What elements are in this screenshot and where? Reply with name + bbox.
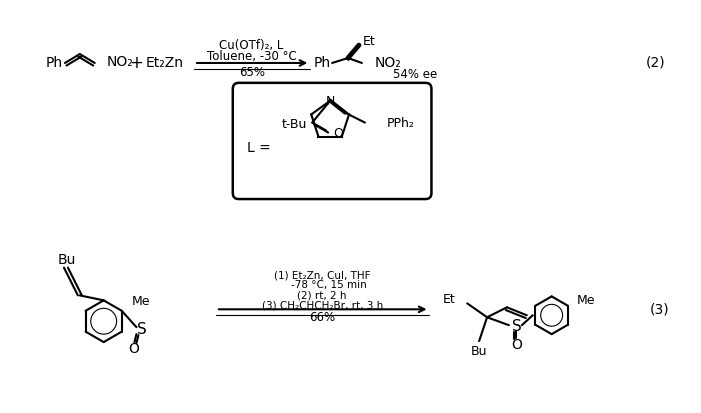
Text: Et: Et: [363, 35, 376, 47]
Text: Me: Me: [576, 294, 595, 307]
Text: (1) Et₂Zn, CuI, THF: (1) Et₂Zn, CuI, THF: [274, 271, 370, 280]
Text: Et: Et: [442, 293, 455, 306]
Text: 66%: 66%: [309, 311, 335, 324]
Text: Toluene, -30 °C: Toluene, -30 °C: [207, 50, 297, 62]
Text: -78 °C, 15 min: -78 °C, 15 min: [278, 280, 367, 290]
Text: S: S: [137, 322, 147, 337]
Text: N: N: [325, 95, 335, 108]
Text: PPh₂: PPh₂: [387, 117, 414, 130]
Text: 54% ee: 54% ee: [393, 69, 437, 81]
Text: 65%: 65%: [238, 66, 265, 79]
Text: (2): (2): [646, 56, 666, 70]
Text: Ph: Ph: [46, 56, 62, 70]
Text: Bu: Bu: [57, 253, 76, 267]
Text: L =: L =: [247, 141, 271, 155]
Text: O: O: [512, 338, 522, 352]
Text: Bu: Bu: [471, 344, 487, 358]
Text: Me: Me: [132, 295, 150, 308]
Text: S: S: [512, 319, 522, 334]
Text: (3): (3): [650, 302, 669, 316]
Text: O: O: [128, 342, 139, 356]
Text: Et₂Zn: Et₂Zn: [145, 56, 183, 70]
Text: +: +: [130, 54, 144, 72]
Text: t-Bu: t-Bu: [282, 118, 307, 131]
Text: Ph: Ph: [313, 56, 331, 70]
Text: (3) CH₂CHCH₂Br, rt, 3 h: (3) CH₂CHCH₂Br, rt, 3 h: [261, 300, 383, 310]
Text: (2) rt, 2 h: (2) rt, 2 h: [297, 290, 347, 300]
Text: O: O: [333, 127, 343, 140]
Text: Cu(OTf)₂, L: Cu(OTf)₂, L: [219, 38, 284, 52]
FancyBboxPatch shape: [233, 83, 431, 199]
Text: NO₂: NO₂: [375, 56, 402, 70]
Text: NO₂: NO₂: [107, 55, 133, 69]
